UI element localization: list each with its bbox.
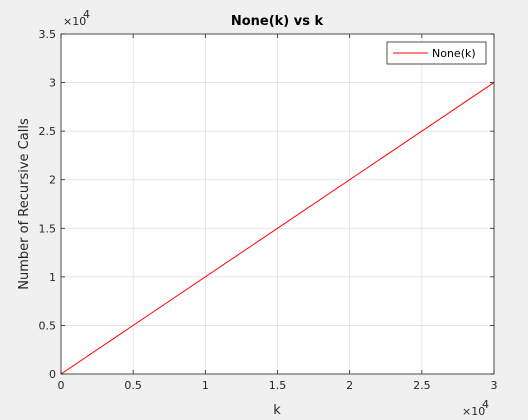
x-exponent-power: 4 (482, 398, 489, 411)
y-tick-label: 3.5 (39, 28, 57, 41)
series-line (60, 82, 495, 375)
y-tick-label: 0.5 (39, 319, 57, 332)
y-tick-label: 2 (49, 174, 56, 187)
x-tick-label: 1.5 (269, 379, 287, 392)
x-tick-label: 1 (202, 379, 209, 392)
x-tick-label: 0.5 (124, 379, 142, 392)
legend-label: None(k) (432, 47, 476, 60)
y-tick-label: 3 (49, 77, 56, 90)
y-tick-label: 1.5 (39, 222, 57, 235)
legend-box (386, 41, 487, 65)
chart-title: None(k) vs k (231, 14, 324, 29)
y-tick-label: 0 (49, 368, 56, 381)
y-tick-label: 2.5 (39, 125, 57, 138)
x-tick-label: 3 (491, 379, 498, 392)
x-axis-label: k (273, 403, 281, 418)
x-exponent-base: ×10 (462, 405, 485, 418)
series-layer (60, 82, 495, 375)
legend: None(k) (386, 41, 487, 65)
x-tick-label: 2 (346, 379, 353, 392)
y-axis-label: Number of Recursive Calls (17, 118, 32, 290)
y-exponent-base: ×10 (63, 15, 86, 28)
y-tick-label: 1 (49, 271, 56, 284)
x-tick-label: 0 (58, 379, 65, 392)
x-tick-label: 2.5 (413, 379, 431, 392)
ticks: 0 0.5 1 1.5 2 2.5 3 0 0.5 1 1.5 2 2.5 3 3.5 (39, 28, 498, 392)
y-exponent-power: 4 (83, 8, 90, 21)
y-exponent: ×10 4 (63, 8, 90, 28)
x-exponent: ×10 4 (462, 398, 489, 418)
